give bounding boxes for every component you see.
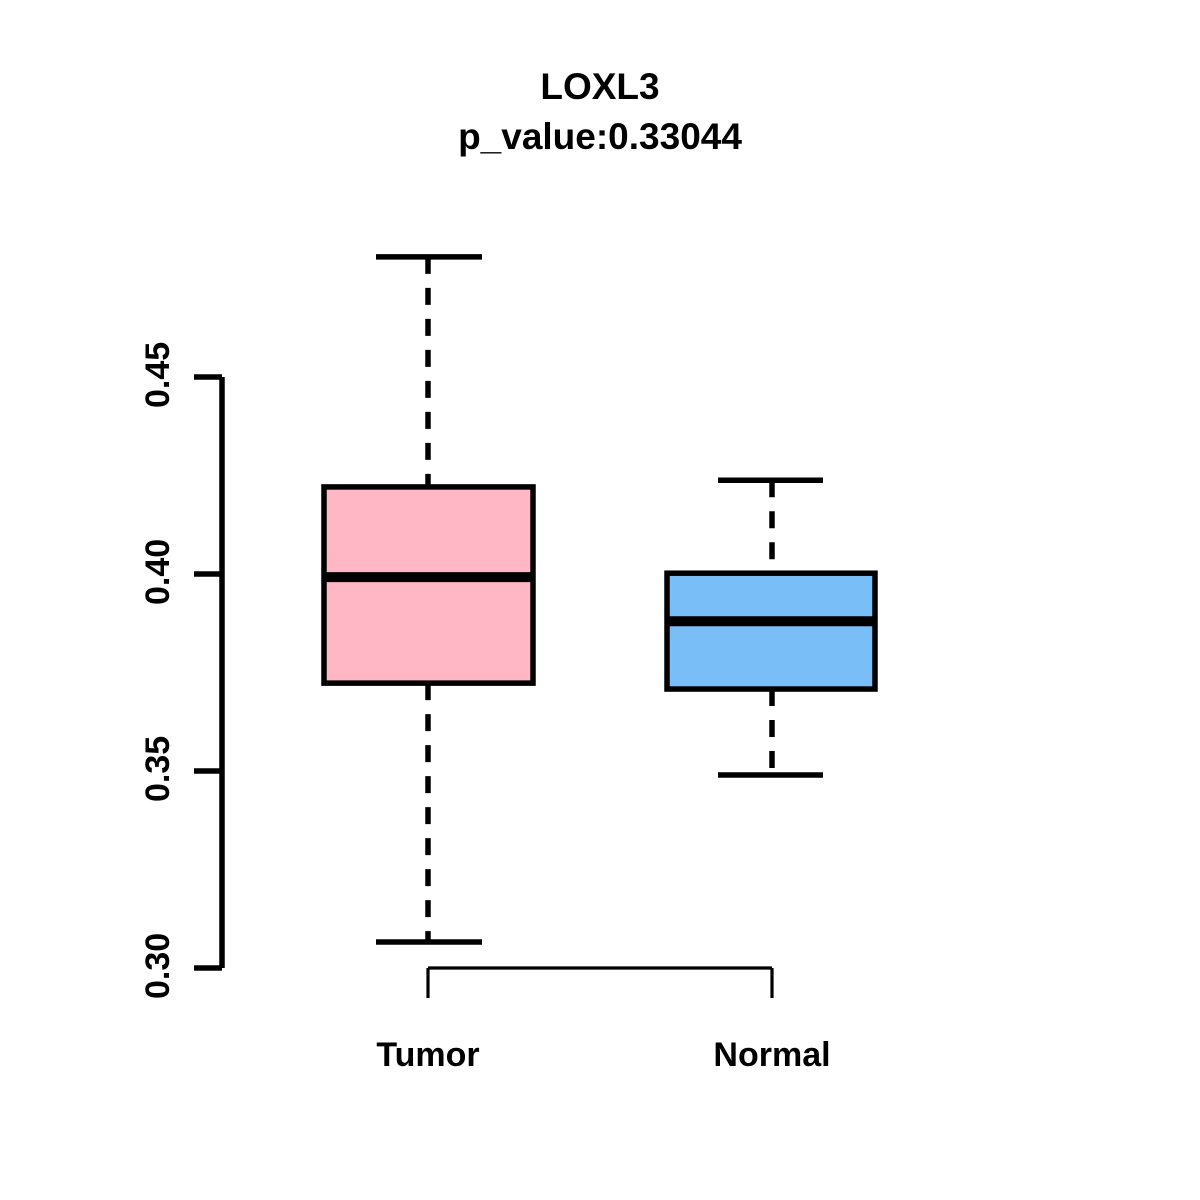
chart-title-block: LOXL3 p_value:0.33044 bbox=[0, 62, 1200, 162]
box-normal[interactable] bbox=[664, 570, 878, 692]
x-tick-label-tumor: Tumor bbox=[376, 1036, 480, 1074]
gene-title: LOXL3 bbox=[540, 66, 660, 107]
box-tumor[interactable] bbox=[321, 484, 536, 686]
x-tick-label-normal: Normal bbox=[713, 1036, 831, 1074]
pvalue-subtitle: p_value:0.33044 bbox=[458, 116, 742, 157]
boxplot-geometry bbox=[194, 254, 878, 998]
